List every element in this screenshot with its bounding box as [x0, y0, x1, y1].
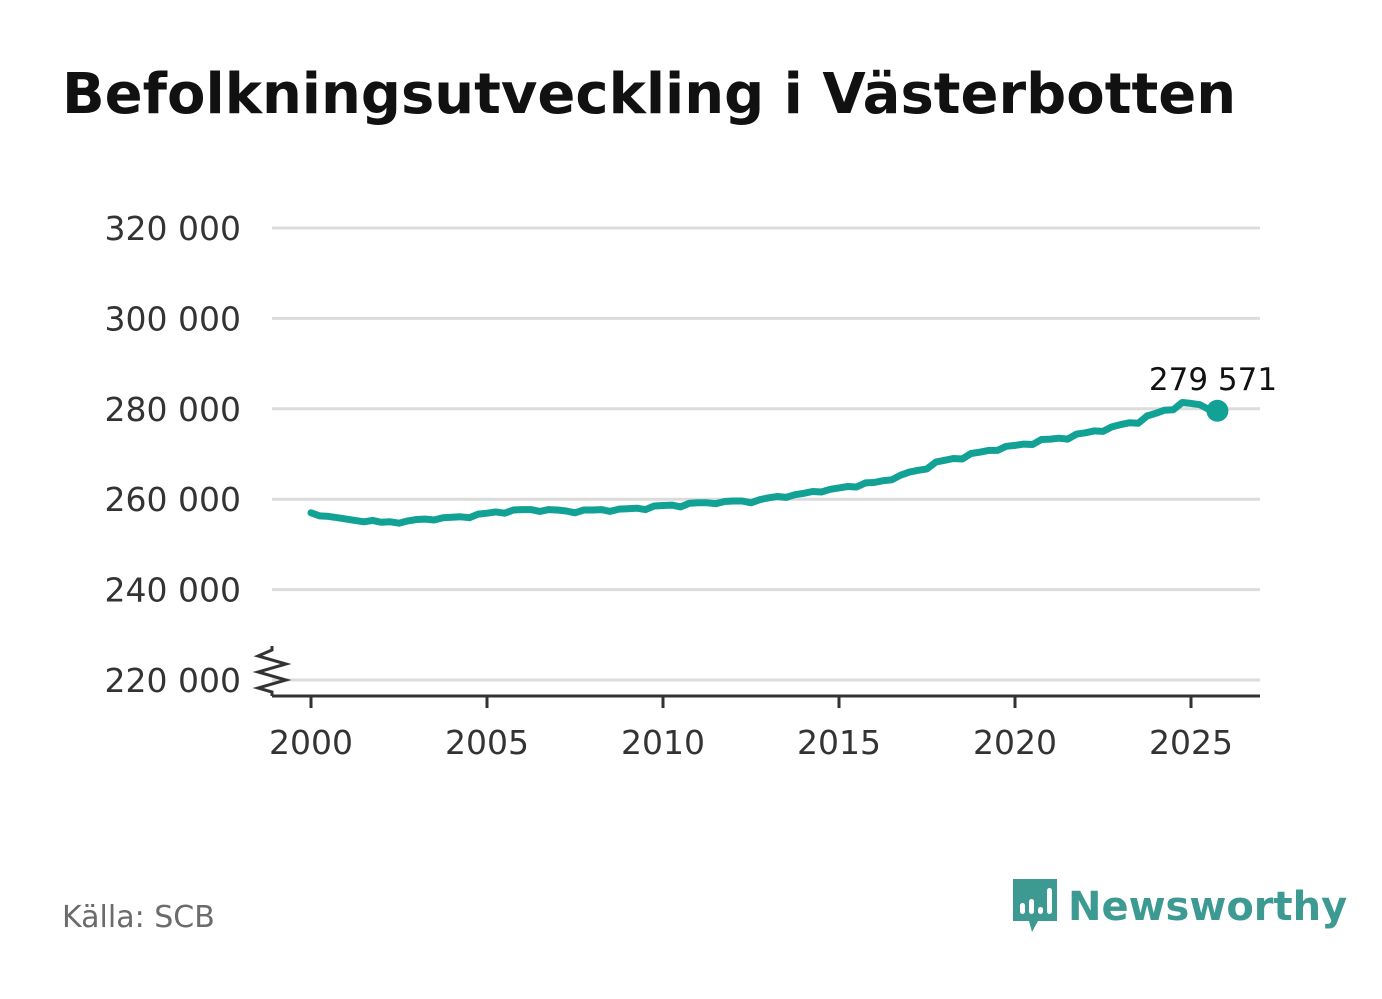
brand-logo: Newsworthy: [1010, 876, 1347, 938]
y-tick-label: 320 000: [105, 209, 241, 248]
y-gridlines: [272, 226, 1260, 682]
x-axis: 2000 2005 2010 2015 2020 2025: [269, 694, 1260, 762]
axis-break-zigzag: [252, 646, 292, 696]
annotations: 279 571: [1149, 362, 1277, 422]
x-tick-label: 2005: [445, 723, 529, 762]
bar-chart-speech-bubble-icon: [1010, 876, 1060, 938]
data-series: [307, 399, 1221, 527]
source-note: Källa: SCB: [62, 900, 215, 935]
x-tick-label: 2015: [797, 723, 881, 762]
last-point-marker: [1206, 399, 1229, 422]
y-tick-label: 220 000: [105, 661, 241, 700]
brand-name: Newsworthy: [1068, 884, 1348, 930]
x-tick-label: 2000: [269, 723, 353, 762]
axis-break-marker: [252, 646, 292, 696]
y-tick-label: 240 000: [105, 571, 241, 610]
y-tick-label: 260 000: [105, 480, 241, 519]
y-tick-label: 300 000: [105, 299, 241, 338]
y-tick-labels: 220 000 240 000 260 000 280 000 300 000 320 0…: [105, 209, 241, 700]
chart-title: Befolkningsutveckling i Västerbotten: [62, 62, 1237, 127]
x-tick-label: 2010: [621, 723, 705, 762]
x-tick-label: 2020: [973, 723, 1057, 762]
y-tick-label: 280 000: [105, 390, 241, 429]
last-value-label: 279 571: [1149, 362, 1277, 398]
x-tick-label: 2025: [1149, 723, 1233, 762]
series-line: [307, 399, 1221, 527]
